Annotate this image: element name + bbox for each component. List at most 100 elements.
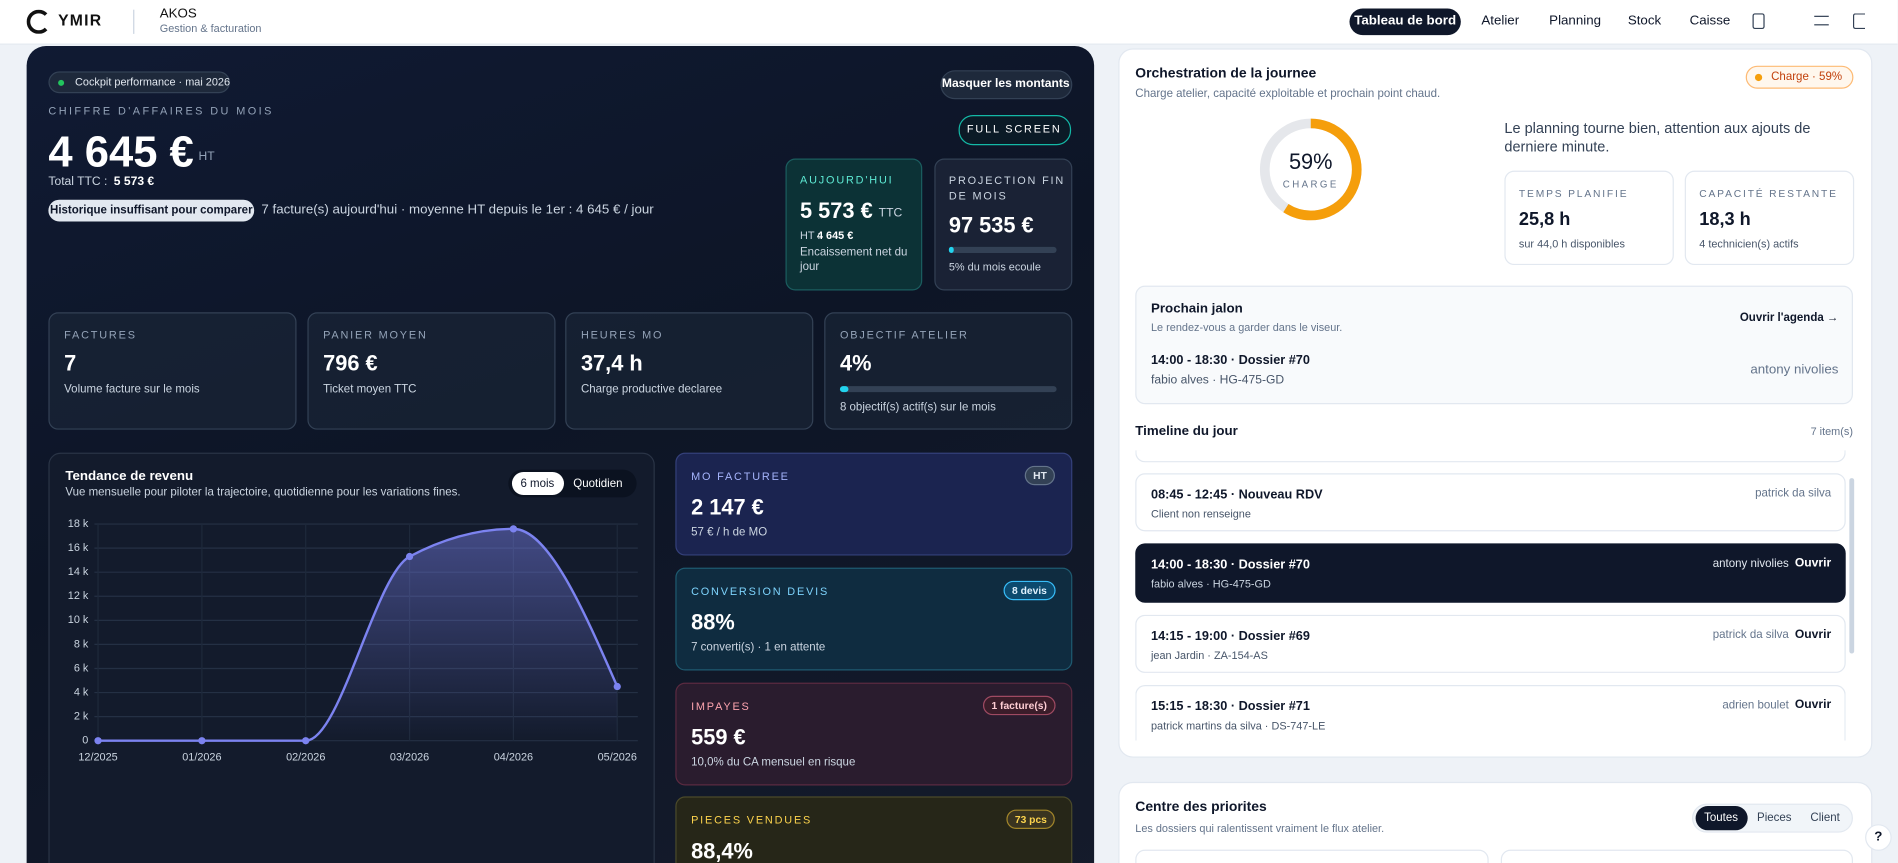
today-label: AUJOURD'HUI (800, 173, 894, 186)
metric-tag: 73 pcs (1006, 809, 1056, 830)
timeline-item[interactable] (1135, 473, 1846, 532)
progress-track (839, 386, 1057, 393)
kpi-card (565, 312, 814, 430)
item-tech: patrick da silva (1712, 628, 1789, 642)
filter-option[interactable]: Client (1810, 811, 1840, 825)
nav-item[interactable]: Planning (1549, 13, 1602, 29)
chart-title: Tendance de revenu (65, 468, 194, 484)
mask-button[interactable] (940, 70, 1073, 100)
item-client: patrick martins da silva · DS-747-LE (1150, 719, 1326, 732)
filter-active[interactable] (1695, 806, 1748, 831)
nav-item[interactable]: Atelier (1481, 13, 1520, 29)
metric-value: 88% (691, 610, 735, 635)
kpi-note: Charge productive declaree (580, 382, 723, 397)
history-pill (48, 199, 255, 222)
open-button[interactable]: Ouvrir (1794, 556, 1832, 571)
kpi-note: Volume facture sur le mois (64, 382, 200, 397)
chart-subtitle: Vue mensuelle pour piloter la trajectoir… (65, 485, 461, 500)
kpi-label: FACTURES (64, 328, 137, 341)
timeline-item[interactable] (1135, 543, 1846, 603)
item-time: 15:15 - 18:30 · Dossier #71 (1150, 699, 1310, 714)
nav-item[interactable]: Stock (1627, 13, 1662, 29)
nav-item[interactable]: Tableau de bord (1354, 13, 1457, 29)
section-title: Orchestration de la journee (1135, 66, 1317, 82)
metric-label: IMPAYES (691, 700, 751, 713)
filter-option[interactable]: Pieces (1757, 811, 1792, 825)
section-title: Centre des priorites (1135, 800, 1267, 815)
timeline-item[interactable] (1135, 614, 1846, 673)
open-button[interactable]: Ouvrir (1794, 628, 1832, 642)
priority-item (1135, 849, 1489, 863)
kpi-label: OBJECTIF ATELIER (839, 328, 969, 341)
fullscreen-button[interactable] (958, 114, 1072, 146)
metric-value: 559 € (691, 725, 746, 750)
mask-text[interactable]: Masquer les montants (941, 77, 1070, 91)
scrollbar (1849, 478, 1855, 654)
kpi-note: Ticket moyen TTC (323, 382, 417, 397)
metric-tag: 8 devis (1003, 580, 1056, 601)
progress-fill (948, 246, 955, 253)
stat-note: 4 technicien(s) actifs (1699, 237, 1799, 251)
revenue-unit: HT (198, 150, 215, 164)
item-tech: adrien boulet (1722, 698, 1789, 713)
top-bar (0, 0, 1898, 45)
projection-label: PROJECTION FIN DE MOIS (948, 174, 1066, 203)
item-tech: antony nivolies (1712, 557, 1789, 571)
open-button[interactable]: Ouvrir (1794, 698, 1832, 712)
timeline-item[interactable] (1135, 685, 1846, 741)
help-button[interactable] (1865, 824, 1892, 851)
nav-pill-active[interactable] (1349, 8, 1461, 36)
stat-label: TEMPS PLANIFIE (1518, 187, 1629, 200)
milestone-tech: antony nivolies (1750, 362, 1839, 377)
today-card (785, 158, 923, 291)
today-value: 5 573 € (800, 198, 873, 223)
milestone-subtitle: Le rendez-vous a garder dans le viseur. (1150, 321, 1343, 334)
revenue-note: 7 facture(s) aujourd'hui · moyenne HT de… (261, 202, 654, 218)
calculator-icon[interactable] (1752, 13, 1765, 30)
item-client: jean Jardin · ZA-154-AS (1150, 649, 1268, 662)
toggle-option[interactable]: Quotidien (573, 477, 623, 491)
toggle-option[interactable]: 6 mois (520, 477, 555, 491)
kpi-value: 37,4 h (580, 351, 643, 376)
metric-label: PIECES VENDUES (691, 814, 813, 827)
help-text[interactable]: ? (1874, 829, 1883, 845)
projection-card (934, 158, 1073, 291)
kpi-value: 796 € (323, 351, 378, 376)
logo-icon (26, 9, 51, 34)
stat-value: 18,3 h (1699, 209, 1751, 230)
metric-tag: HT (1024, 465, 1056, 486)
today-ht-value: 4 645 € (816, 229, 854, 242)
status-dot (58, 79, 65, 86)
today-note: Encaissement net du jour (800, 245, 908, 274)
nav-item[interactable]: Caisse (1689, 13, 1731, 29)
stat-label: CAPACITÉ RESTANTE (1699, 187, 1838, 200)
metric-value: 88,4% (691, 838, 753, 863)
metric-label: CONVERSION DEVIS (691, 585, 830, 598)
item-client: fabio alves · HG-475-GD (1150, 578, 1271, 591)
chart-card (48, 452, 655, 863)
item-tech: patrick da silva (1755, 486, 1832, 501)
badge-text: Cockpit performance · mai 2026 (75, 75, 231, 88)
filter-option[interactable]: Toutes (1704, 811, 1738, 825)
logout-icon[interactable] (1852, 13, 1866, 30)
metric-label: MO FACTUREE (691, 470, 790, 483)
progress-fill (839, 386, 849, 393)
stat-card (1504, 170, 1674, 266)
today-unit: TTC (878, 206, 903, 221)
settings-icon[interactable] (1814, 15, 1829, 26)
kpi-card (307, 312, 556, 430)
agenda-link[interactable]: Ouvrir l'agenda → (1739, 311, 1839, 325)
badge-dot (1754, 73, 1763, 82)
milestone-time: 14:00 - 18:30 · Dossier #70 (1150, 353, 1310, 368)
projection-value: 97 535 € (948, 213, 1034, 238)
milestone-title: Prochain jalon (1150, 301, 1243, 317)
fullscreen-text[interactable]: FULL SCREEN (966, 122, 1062, 136)
kpi-value: 4% (839, 351, 872, 376)
kpi-label: HEURES MO (580, 328, 664, 341)
projection-note: 5% du mois ecoule (948, 260, 1041, 274)
kpi-note: 8 objectif(s) actif(s) sur le mois (839, 400, 996, 415)
stat-note: sur 44,0 h disponibles (1518, 237, 1625, 251)
toggle-active[interactable] (511, 472, 564, 496)
item-client: Client non renseigne (1150, 507, 1251, 520)
